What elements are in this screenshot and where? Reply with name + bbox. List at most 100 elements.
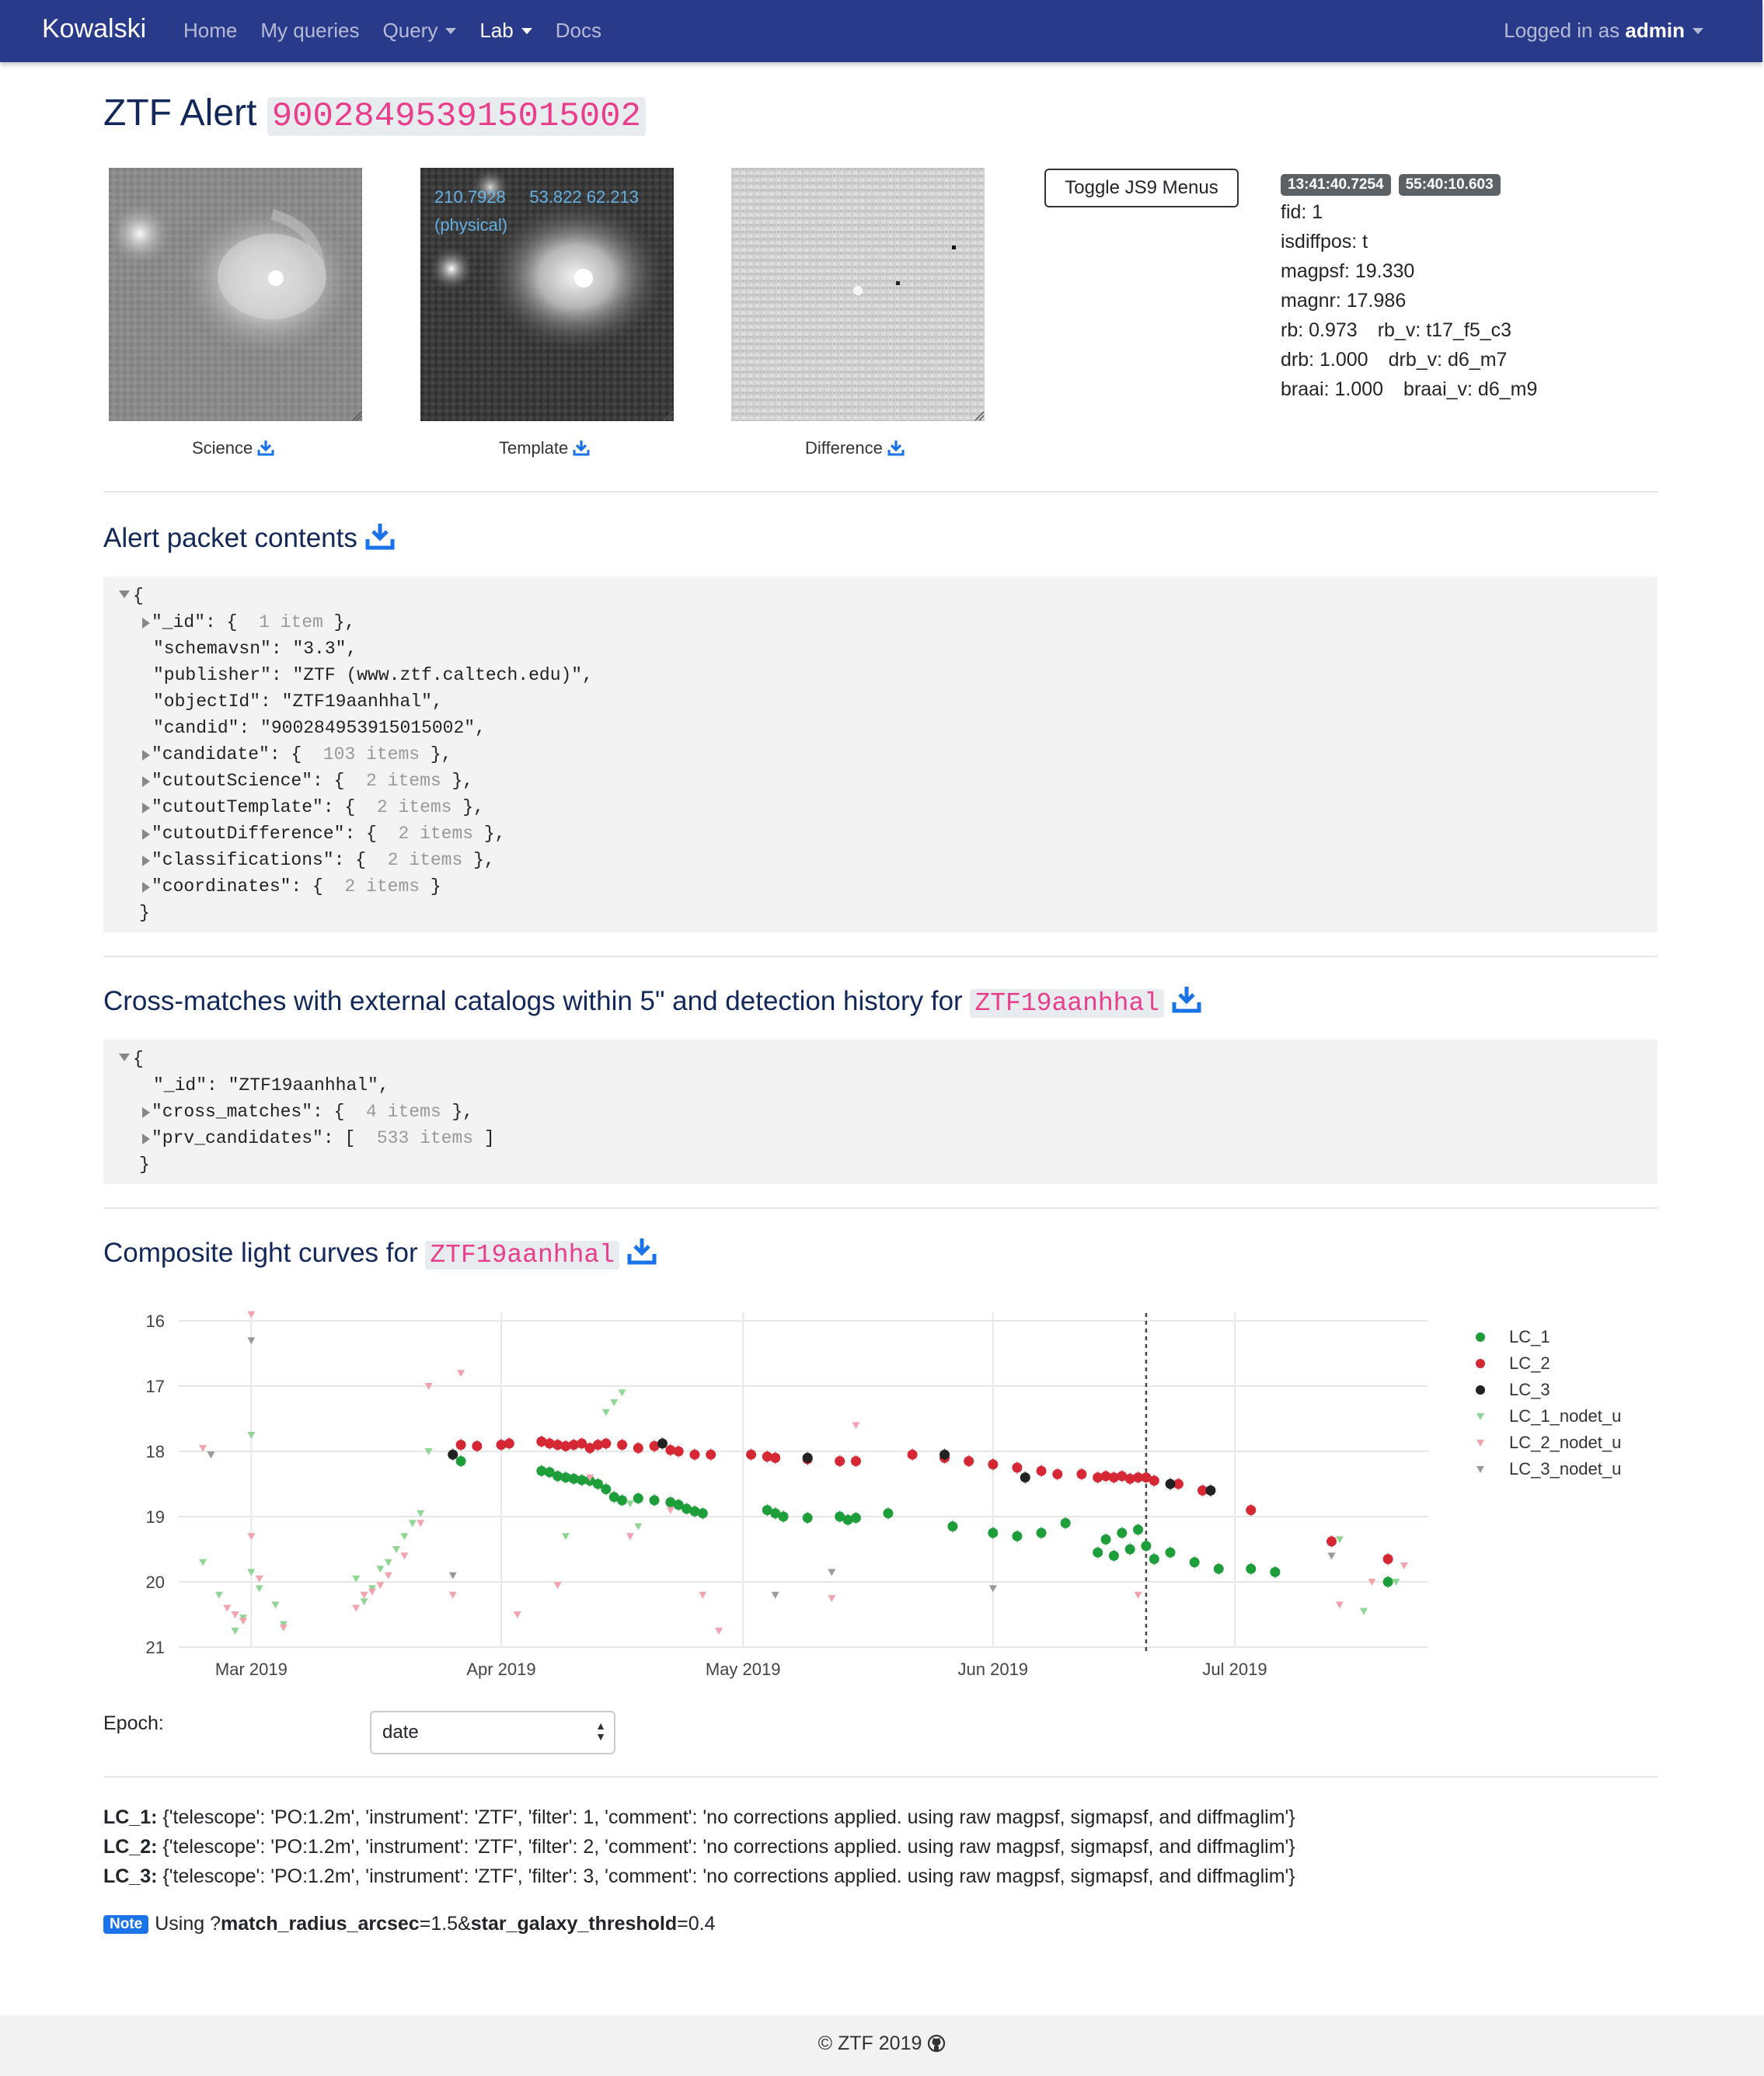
- legend-label[interactable]: LC_1: [1509, 1327, 1550, 1346]
- data-point[interactable]: [706, 1449, 716, 1460]
- expand-icon[interactable]: [142, 882, 150, 893]
- upper-limit-marker[interactable]: [1335, 1536, 1344, 1544]
- epoch-select[interactable]: date ▲ ▼: [370, 1711, 615, 1754]
- data-point[interactable]: [657, 1438, 668, 1449]
- data-point[interactable]: [850, 1513, 861, 1524]
- data-point[interactable]: [455, 1456, 466, 1467]
- crossmatch-row[interactable]: "cross_matches": { 4 items },: [119, 1099, 495, 1125]
- download-icon[interactable]: [365, 522, 395, 550]
- expand-icon[interactable]: [142, 829, 150, 840]
- upper-limit-marker[interactable]: [384, 1572, 392, 1580]
- legend-marker[interactable]: [1476, 1359, 1485, 1368]
- data-point[interactable]: [1382, 1554, 1393, 1565]
- data-point[interactable]: [1100, 1534, 1111, 1545]
- data-point[interactable]: [697, 1508, 708, 1519]
- data-point[interactable]: [1117, 1527, 1128, 1538]
- data-point[interactable]: [553, 1471, 563, 1482]
- data-point[interactable]: [964, 1456, 974, 1467]
- data-point[interactable]: [673, 1500, 684, 1510]
- packet-row[interactable]: "cutoutDifference": { 2 items },: [119, 820, 593, 847]
- data-point[interactable]: [907, 1449, 918, 1460]
- upper-limit-marker[interactable]: [255, 1575, 263, 1583]
- data-point[interactable]: [947, 1521, 958, 1532]
- data-point[interactable]: [1173, 1479, 1184, 1489]
- upper-limit-marker[interactable]: [988, 1585, 997, 1593]
- upper-limit-marker[interactable]: [424, 1383, 433, 1390]
- data-point[interactable]: [1124, 1473, 1135, 1484]
- upper-limit-marker[interactable]: [852, 1422, 860, 1430]
- upper-limit-marker[interactable]: [279, 1624, 288, 1632]
- data-point[interactable]: [577, 1438, 587, 1449]
- brand[interactable]: Kowalski: [42, 14, 147, 44]
- legend-label[interactable]: LC_1_nodet_u: [1509, 1406, 1621, 1426]
- data-point[interactable]: [850, 1456, 861, 1467]
- data-point[interactable]: [1165, 1547, 1176, 1558]
- packet-row[interactable]: "classifications": { 2 items },: [119, 847, 593, 873]
- upper-limit-marker[interactable]: [561, 1533, 570, 1541]
- upper-limit-marker[interactable]: [715, 1628, 723, 1635]
- upper-limit-marker[interactable]: [247, 1337, 256, 1345]
- legend-marker[interactable]: [1476, 1385, 1485, 1395]
- data-point[interactable]: [496, 1440, 507, 1451]
- legend-marker[interactable]: [1476, 1332, 1485, 1342]
- data-point[interactable]: [665, 1497, 676, 1508]
- nav-docs[interactable]: Docs: [555, 19, 601, 42]
- data-point[interactable]: [1093, 1472, 1103, 1483]
- data-point[interactable]: [608, 1492, 619, 1503]
- upper-limit-marker[interactable]: [417, 1520, 425, 1527]
- difference-cutout[interactable]: [731, 168, 985, 421]
- packet-row[interactable]: "cutoutTemplate": { 2 items },: [119, 794, 593, 820]
- data-point[interactable]: [1133, 1524, 1144, 1535]
- upper-limit-marker[interactable]: [513, 1611, 521, 1618]
- data-point[interactable]: [560, 1472, 571, 1483]
- data-point[interactable]: [1197, 1485, 1208, 1496]
- expand-icon[interactable]: [142, 776, 150, 787]
- data-point[interactable]: [883, 1508, 894, 1519]
- data-point[interactable]: [689, 1449, 700, 1460]
- data-point[interactable]: [1141, 1472, 1152, 1483]
- data-point[interactable]: [770, 1508, 781, 1519]
- data-point[interactable]: [584, 1443, 595, 1454]
- crossmatch-row[interactable]: "prv_candidates": [ 533 items ]: [119, 1125, 495, 1151]
- toggle-js9-menus-button[interactable]: Toggle JS9 Menus: [1044, 169, 1239, 207]
- upper-limit-marker[interactable]: [231, 1611, 239, 1618]
- data-point[interactable]: [536, 1465, 547, 1476]
- data-point[interactable]: [1052, 1468, 1063, 1479]
- data-point[interactable]: [802, 1513, 813, 1524]
- expand-icon[interactable]: [142, 855, 150, 866]
- data-point[interactable]: [762, 1451, 772, 1462]
- user-menu[interactable]: Logged in as admin: [1504, 19, 1703, 43]
- data-point[interactable]: [577, 1475, 587, 1486]
- upper-limit-marker[interactable]: [360, 1598, 368, 1606]
- chart-legend[interactable]: LC_1 LC_2 LC_3 LC_1_nodet_u LC_2_nodet_u LC_3…: [1476, 1327, 1621, 1479]
- upper-limit-marker[interactable]: [634, 1523, 643, 1531]
- upper-limit-marker[interactable]: [376, 1582, 385, 1590]
- data-point[interactable]: [560, 1440, 571, 1451]
- upper-limit-marker[interactable]: [828, 1569, 836, 1576]
- upper-limit-marker[interactable]: [1400, 1562, 1408, 1569]
- legend-label[interactable]: LC_3: [1509, 1380, 1550, 1399]
- upper-limit-marker[interactable]: [247, 1533, 256, 1541]
- upper-limit-marker[interactable]: [231, 1628, 239, 1635]
- packet-row[interactable]: "_id": { 1 item },: [119, 609, 593, 636]
- upper-limit-marker[interactable]: [400, 1533, 409, 1541]
- data-point[interactable]: [1165, 1479, 1176, 1489]
- data-point[interactable]: [592, 1440, 603, 1451]
- packet-row[interactable]: "coordinates": { 2 items }: [119, 873, 593, 900]
- data-point[interactable]: [544, 1438, 555, 1449]
- data-point[interactable]: [835, 1456, 845, 1467]
- data-point[interactable]: [940, 1449, 950, 1460]
- expand-icon[interactable]: [142, 1134, 150, 1144]
- data-point[interactable]: [665, 1444, 676, 1455]
- resize-grip-icon[interactable]: [350, 409, 362, 421]
- data-point[interactable]: [762, 1505, 772, 1516]
- packet-open[interactable]: {: [119, 583, 593, 609]
- data-point[interactable]: [1060, 1517, 1071, 1528]
- data-point[interactable]: [1100, 1471, 1111, 1482]
- upper-limit-marker[interactable]: [392, 1546, 401, 1553]
- data-point[interactable]: [601, 1484, 612, 1495]
- upper-limit-marker[interactable]: [352, 1575, 361, 1583]
- lightcurve-chart[interactable]: 16 17 18 19 20 21 Mar 2019 Apr 2019 May 2019 Jun …: [117, 1305, 1679, 1694]
- legend-label[interactable]: LC_3_nodet_u: [1509, 1459, 1621, 1479]
- upper-limit-marker[interactable]: [618, 1389, 626, 1397]
